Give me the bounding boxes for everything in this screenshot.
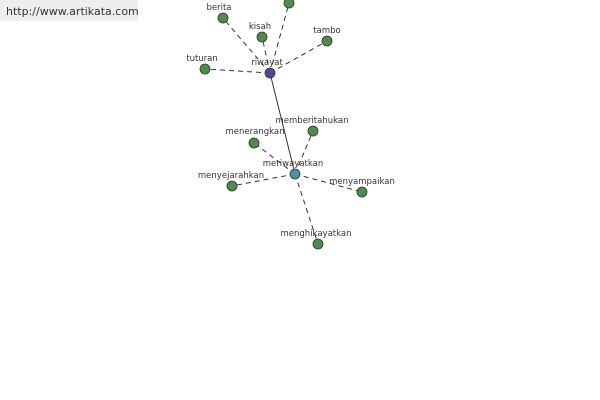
node-label: meriwayatkan [263, 159, 323, 169]
node [264, 67, 276, 79]
edge [294, 173, 319, 245]
node-label: menyampaikan [329, 177, 395, 187]
node-label: memberitahukan [276, 116, 349, 126]
node-label: tuturan [186, 54, 218, 64]
node-label: riwayat [251, 58, 283, 68]
node [321, 35, 333, 47]
edge [261, 36, 271, 74]
node-label: kisah [249, 22, 271, 32]
edge [222, 17, 271, 74]
edges [204, 2, 363, 245]
edge [294, 173, 363, 193]
node [217, 12, 229, 24]
node [312, 238, 324, 250]
node [199, 63, 211, 75]
node [248, 137, 260, 149]
node-label: menyejarahkan [198, 171, 264, 181]
node-label: menghikayatkan [281, 229, 352, 239]
edge [204, 68, 271, 74]
edge [269, 2, 290, 74]
node [226, 180, 238, 192]
header-box [0, 0, 138, 21]
labels: riwayat berita kisah tambo tuturan meriw… [186, 3, 395, 239]
node [307, 125, 319, 137]
edge [269, 72, 296, 175]
node-label: menerangkan [226, 127, 285, 137]
edge [231, 173, 296, 187]
node [283, 0, 295, 9]
node [289, 168, 301, 180]
header-url: http://www.artikata.com [6, 5, 139, 18]
edge [294, 130, 314, 175]
node-label: berita [206, 3, 231, 13]
edge [269, 40, 328, 74]
node-label: tambo [313, 26, 340, 36]
node [256, 31, 268, 43]
node [356, 186, 368, 198]
nodes [199, 0, 368, 250]
